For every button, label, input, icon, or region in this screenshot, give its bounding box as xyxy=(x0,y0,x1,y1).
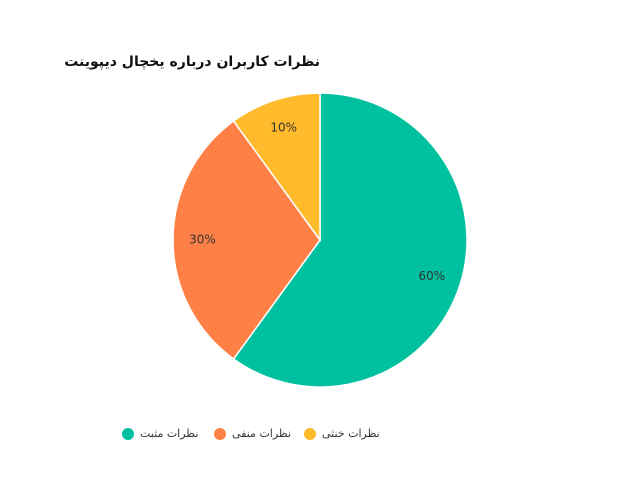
legend-label: نظرات منفی xyxy=(232,427,291,440)
pie-slice xyxy=(172,120,321,360)
slice-label: 10% xyxy=(270,121,297,135)
slice-label: 30% xyxy=(189,233,216,247)
slice-label: 60% xyxy=(419,269,446,283)
legend-label: نظرات خنثی xyxy=(322,427,380,440)
legend-swatch xyxy=(122,428,134,440)
legend-swatch xyxy=(214,428,226,440)
chart-title: نظرات کاربران درباره یخچال دیپوینت xyxy=(64,54,320,70)
pie-slice xyxy=(232,92,468,388)
legend-label: نظرات مثبت xyxy=(140,427,198,440)
pie-slice xyxy=(232,92,321,243)
legend-swatch xyxy=(304,428,316,440)
